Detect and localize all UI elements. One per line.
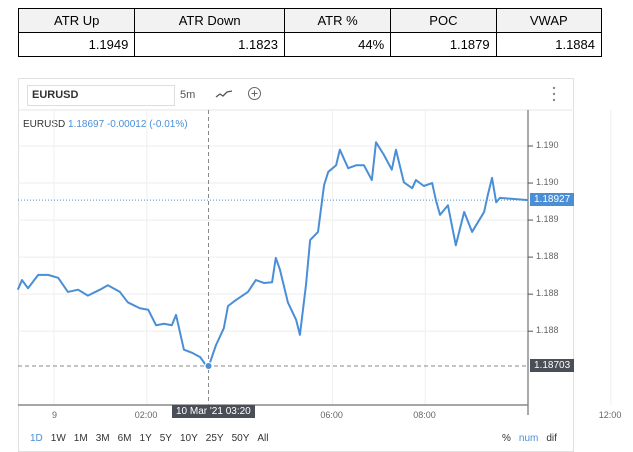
range-1y[interactable]: 1Y: [139, 433, 152, 444]
x-tick-label: 9: [52, 410, 58, 420]
mode-percent[interactable]: %: [502, 433, 511, 444]
mode-buttons: % num dif: [502, 428, 565, 446]
x-tick-label: 02:00: [134, 410, 158, 420]
x-tick-label: 06:00: [320, 410, 343, 420]
range-10y[interactable]: 10Y: [179, 433, 198, 444]
value-atr-up: 1.1949: [17, 32, 136, 57]
y-tick-label: 1.188: [536, 288, 559, 299]
value-vwap: 1.1884: [495, 32, 603, 57]
stats-header-row: ATR Up ATR Down ATR % POC VWAP: [17, 8, 603, 33]
value-atr-pct: 44%: [283, 32, 392, 57]
y-tick-label: 1.190: [536, 140, 559, 150]
chart-widget: EURUSD 5m EURUSD 1.18697 -0.00012 (-0.01…: [18, 78, 574, 452]
crosshair-price-label: 1.18703: [530, 359, 575, 372]
stats-value-row: 1.1949 1.1823 44% 1.1879 1.1884: [17, 32, 603, 57]
price-line: [16, 141, 529, 370]
range-all[interactable]: All: [257, 433, 269, 444]
plus-circle-icon[interactable]: [247, 86, 262, 106]
range-25y[interactable]: 25Y: [205, 433, 224, 444]
symbol-input[interactable]: EURUSD: [27, 85, 175, 106]
crosshair-point: [204, 362, 213, 370]
line-chart-icon[interactable]: [215, 87, 233, 105]
range-1w[interactable]: 1W: [50, 433, 66, 444]
range-1d[interactable]: 1D: [30, 433, 43, 444]
header-vwap: VWAP: [495, 8, 603, 33]
range-6m[interactable]: 6M: [117, 433, 132, 444]
range-50y[interactable]: 50Y: [231, 433, 250, 444]
range-5y[interactable]: 5Y: [159, 433, 172, 444]
x-tick-label: 08:00: [413, 410, 436, 420]
value-atr-down: 1.1823: [134, 32, 285, 57]
interval-button[interactable]: 5m: [180, 89, 196, 101]
x-tick-label: 12:00: [598, 410, 622, 420]
range-buttons: 1D 1W 1M 3M 6M 1Y 5Y 10Y 25Y 50Y All: [30, 428, 277, 446]
y-tick-label: 1.188: [536, 325, 559, 336]
mode-num[interactable]: num: [518, 433, 539, 444]
y-tick-label: 1.190: [536, 177, 559, 188]
crosshair-time-label: 10 Mar '21 03:20: [172, 405, 255, 418]
y-tick-label: 1.189: [536, 214, 559, 225]
stats-table: ATR Up ATR Down ATR % POC VWAP 1.1949 1.…: [17, 8, 603, 57]
range-3m[interactable]: 3M: [95, 433, 110, 444]
range-1m[interactable]: 1M: [73, 433, 88, 444]
kebab-icon[interactable]: [551, 85, 557, 108]
value-poc: 1.1879: [390, 32, 497, 57]
header-atr-up: ATR Up: [17, 8, 136, 33]
mode-dif[interactable]: dif: [546, 433, 557, 444]
legend-price: 1.18697: [68, 119, 105, 130]
header-poc: POC: [390, 8, 497, 33]
last-price-label: 1.18927: [530, 193, 575, 206]
legend-symbol: EURUSD: [23, 119, 66, 130]
y-tick-label: 1.188: [536, 251, 559, 262]
